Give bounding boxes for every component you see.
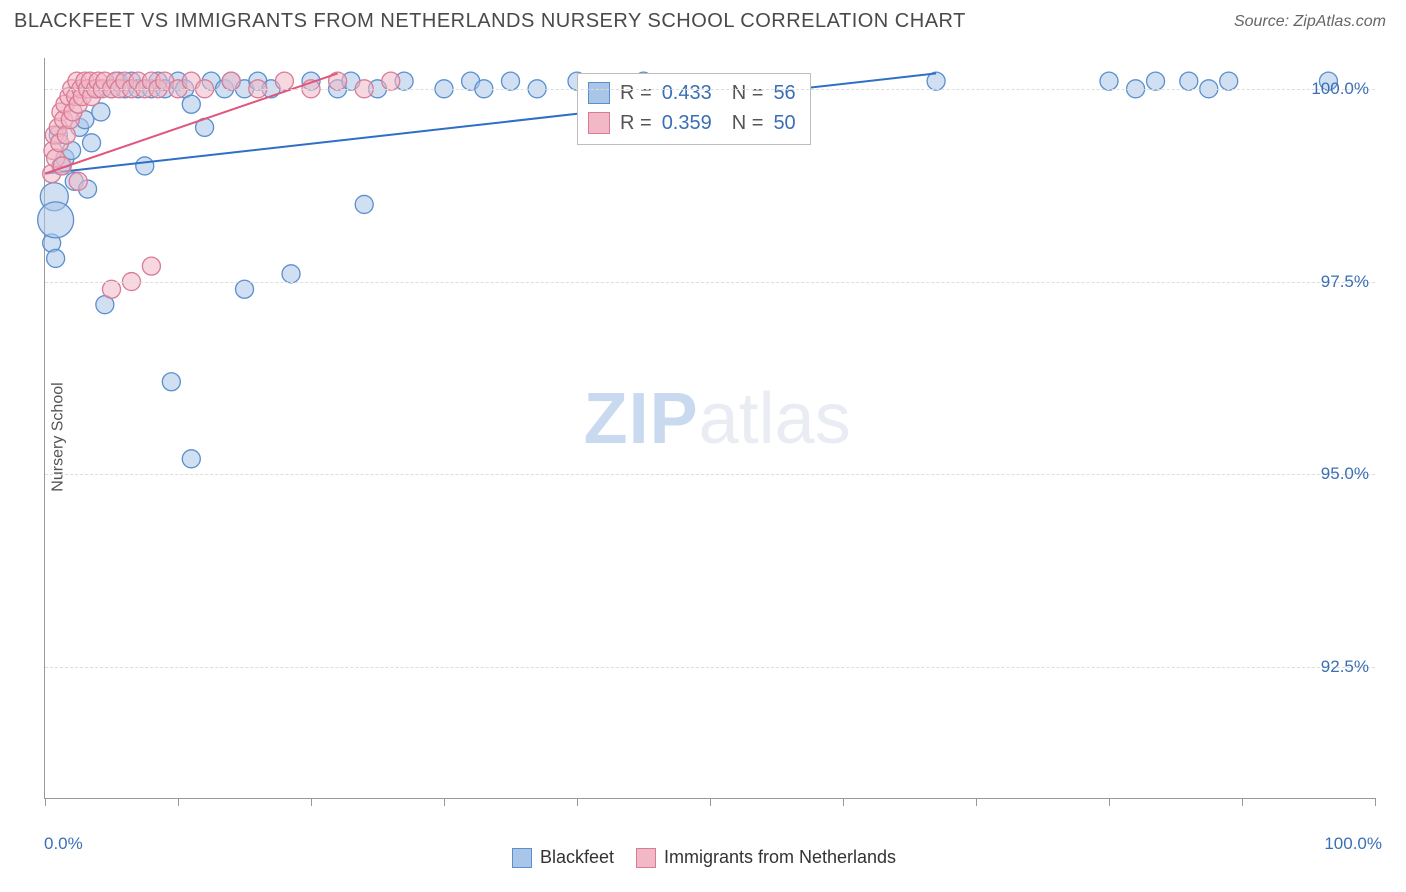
legend-swatch xyxy=(636,848,656,868)
stats-row: R = 0.433 N = 56 xyxy=(588,78,796,108)
scatter-point xyxy=(222,72,240,90)
legend-label: Blackfeet xyxy=(540,847,614,868)
legend-item: Immigrants from Netherlands xyxy=(636,847,896,868)
x-tick xyxy=(1109,798,1110,806)
stat-n-label: N = xyxy=(732,108,764,138)
x-tick xyxy=(45,798,46,806)
x-tick xyxy=(710,798,711,806)
scatter-point xyxy=(275,72,293,90)
x-tick xyxy=(843,798,844,806)
gridline xyxy=(45,474,1375,475)
x-tick xyxy=(577,798,578,806)
legend: Blackfeet Immigrants from Netherlands xyxy=(14,847,1394,868)
chart-source: Source: ZipAtlas.com xyxy=(1234,13,1386,31)
correlation-stats-box: R = 0.433 N = 56 R = 0.359 N = 50 xyxy=(577,73,811,145)
stat-n-value: 50 xyxy=(773,108,795,138)
legend-swatch xyxy=(512,848,532,868)
scatter-point xyxy=(1180,72,1198,90)
scatter-point xyxy=(38,202,74,238)
y-tick-label: 97.5% xyxy=(1321,272,1369,292)
stats-row: R = 0.359 N = 50 xyxy=(588,108,796,138)
x-tick xyxy=(1242,798,1243,806)
stat-r-value: 0.359 xyxy=(662,108,712,138)
legend-swatch xyxy=(588,82,610,104)
scatter-point xyxy=(282,265,300,283)
scatter-point xyxy=(47,249,65,267)
x-tick xyxy=(976,798,977,806)
scatter-point xyxy=(182,450,200,468)
legend-swatch xyxy=(588,112,610,134)
scatter-point xyxy=(83,134,101,152)
stat-n-label: N = xyxy=(732,78,764,108)
scatter-point xyxy=(69,172,87,190)
x-tick xyxy=(311,798,312,806)
y-tick-label: 100.0% xyxy=(1311,79,1369,99)
scatter-point xyxy=(162,373,180,391)
legend-label: Immigrants from Netherlands xyxy=(664,847,896,868)
scatter-point xyxy=(136,157,154,175)
stat-r-label: R = xyxy=(620,78,652,108)
scatter-point xyxy=(142,257,160,275)
gridline xyxy=(45,667,1375,668)
stat-r-value: 0.433 xyxy=(662,78,712,108)
plot-area: ZIPatlas R = 0.433N = 56R = 0.359N = 50 … xyxy=(44,58,1375,799)
scatter-point xyxy=(1220,72,1238,90)
scatter-point xyxy=(182,95,200,113)
scatter-point xyxy=(382,72,400,90)
x-tick xyxy=(444,798,445,806)
gridline xyxy=(45,89,1375,90)
y-tick-label: 95.0% xyxy=(1321,464,1369,484)
x-tick xyxy=(178,798,179,806)
scatter-point xyxy=(236,280,254,298)
chart-title: BLACKFEET VS IMMIGRANTS FROM NETHERLANDS… xyxy=(14,10,966,33)
legend-item: Blackfeet xyxy=(512,847,614,868)
stat-n-value: 56 xyxy=(773,78,795,108)
chart-container: Nursery School ZIPatlas R = 0.433N = 56R… xyxy=(14,48,1394,868)
gridline xyxy=(45,282,1375,283)
scatter-point xyxy=(355,195,373,213)
x-tick xyxy=(1375,798,1376,806)
scatter-svg xyxy=(45,58,1375,798)
y-tick-label: 92.5% xyxy=(1321,657,1369,677)
chart-header: BLACKFEET VS IMMIGRANTS FROM NETHERLANDS… xyxy=(0,0,1406,33)
scatter-point xyxy=(1147,72,1165,90)
stat-r-label: R = xyxy=(620,108,652,138)
scatter-point xyxy=(502,72,520,90)
scatter-point xyxy=(103,280,121,298)
scatter-point xyxy=(1100,72,1118,90)
